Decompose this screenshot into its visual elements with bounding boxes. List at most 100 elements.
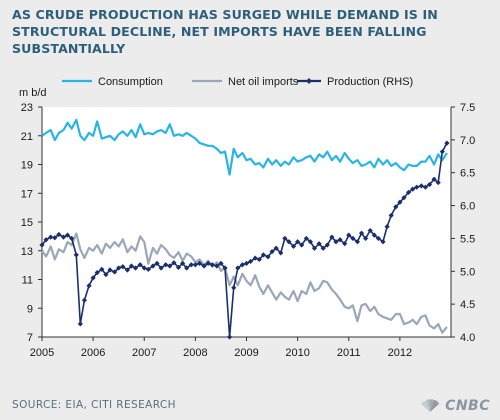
series-layer [39,118,450,340]
data-point [260,252,266,258]
data-point [73,252,79,258]
data-point [431,176,437,182]
data-point [320,245,326,251]
right-tick-label: 7.5 [460,102,475,114]
x-tick-label: 2011 [337,347,361,359]
left-tick-label: 17 [21,188,33,200]
data-point [354,239,361,245]
left-y-axis: 7 9 11 13 15 17 19 21 23 [21,102,43,344]
data-point [350,235,356,242]
data-point [282,235,288,242]
x-tick-label: 2009 [234,347,258,359]
x-tick-label: 2005 [30,347,54,359]
legend: Consumption Net oil imports Production (RH… [62,76,413,88]
left-tick-label: 23 [21,102,33,114]
data-point [94,270,100,276]
data-point [278,250,284,256]
data-point [388,212,394,219]
series-line [41,232,448,334]
brand-text: CNBC [445,398,490,414]
peacock-icon [421,399,440,412]
data-point [150,263,156,269]
data-point [107,267,113,273]
data-point [247,258,254,265]
data-point [299,242,305,248]
data-point [86,283,92,289]
legend-item: Production (RHS) [297,76,413,88]
data-point [397,199,403,205]
data-point [205,260,211,266]
series-net-oil-imports [41,232,448,334]
data-point [56,231,62,238]
right-tick-label: 4.0 [460,332,475,344]
data-point [410,186,416,192]
series-production-rhs [39,140,450,340]
data-point [137,262,143,268]
data-point [384,224,390,230]
left-tick-label: 7 [27,332,33,344]
data-point [69,235,75,242]
data-point [273,245,279,251]
data-point [171,260,177,266]
data-point [307,239,314,245]
data-point [132,265,139,271]
data-point [435,179,441,186]
data-point [124,267,130,273]
data-point [116,265,122,271]
source-note: SOURCE: EIA, CITI RESEARCH [12,399,176,411]
data-point [52,235,58,241]
data-point [243,260,250,266]
x-tick-label: 2007 [132,347,156,359]
data-point [218,260,224,266]
data-point [179,260,186,266]
data-point [439,149,445,155]
data-point [371,232,377,238]
data-point [188,262,194,268]
data-point [418,183,424,189]
data-point [422,184,429,190]
data-point [329,234,335,240]
data-point [64,232,71,238]
data-point [154,260,160,266]
data-point [201,263,207,269]
data-point [290,243,297,249]
y-axis-label: m b/d [19,87,47,99]
data-point [316,241,322,247]
data-point [252,255,258,261]
legend-label: Production (RHS) [327,76,413,88]
data-point [103,271,109,278]
plot-area [42,107,451,337]
legend-item: Consumption [62,76,163,88]
data-point [426,181,433,188]
data-point [167,263,173,269]
data-point [256,256,262,263]
data-point [295,239,301,245]
legend-label: Net oil imports [228,76,299,88]
right-y-axis: 4.0 4.5 5.0 5.5 6.0 6.5 7.0 7.5 [450,102,475,344]
data-point [209,262,215,268]
data-point [158,265,164,271]
data-point [286,239,292,245]
data-point [196,260,203,266]
legend-item: Net oil imports [192,76,299,88]
data-point [145,266,151,272]
right-tick-label: 7.0 [460,135,475,147]
right-tick-label: 4.5 [460,299,475,311]
data-point [214,263,220,269]
series-consumption [41,118,448,176]
data-point [81,297,88,303]
data-point [163,262,169,268]
data-point [239,262,246,268]
left-tick-label: 9 [27,303,33,315]
data-point [265,254,271,260]
left-tick-label: 11 [22,275,33,287]
data-point [311,245,318,251]
data-point [380,239,386,245]
cnbc-logo: CNBC [419,397,490,415]
data-point [60,234,67,240]
data-point [358,230,365,236]
data-point [367,227,373,234]
legend-marker [306,78,312,84]
data-point [444,140,450,146]
